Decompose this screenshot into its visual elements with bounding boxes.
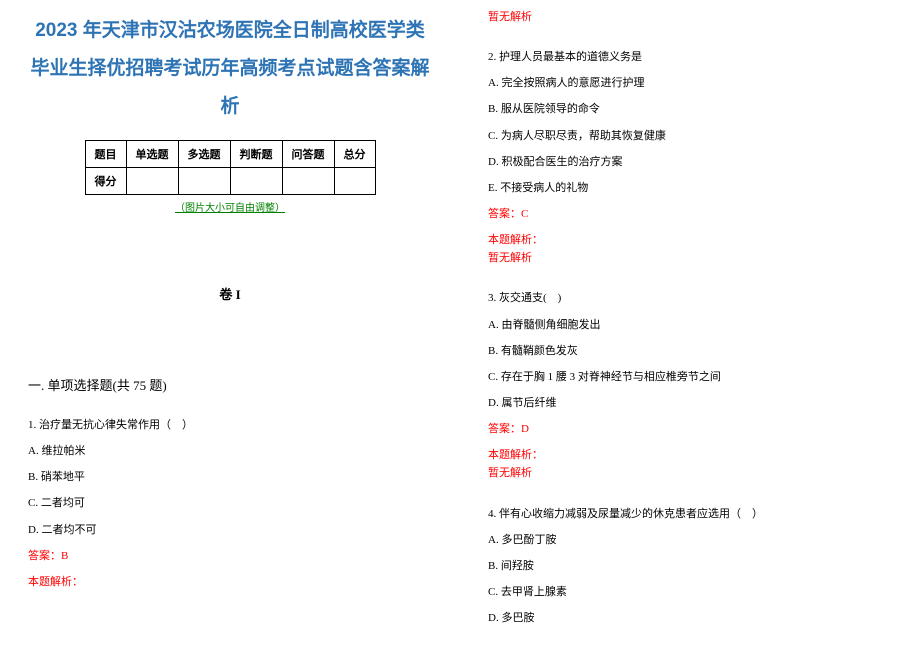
q1-explain-continued: 暂无解析 — [488, 8, 892, 26]
title-line-2: 毕业生择优招聘考试历年高频考点试题含答案解 — [30, 58, 429, 79]
q2-opt-a: A. 完全按照病人的意愿进行护理 — [488, 74, 892, 92]
left-column: 2023 年天津市汉沽农场医院全日制高校医学类 毕业生择优招聘考试历年高频考点试… — [0, 0, 460, 651]
q2-explain-none: 暂无解析 — [488, 249, 892, 267]
score-cell — [334, 168, 375, 195]
question-2: 2. 护理人员最基本的道德义务是 A. 完全按照病人的意愿进行护理 B. 服从医… — [488, 48, 892, 267]
doc-title: 2023 年天津市汉沽农场医院全日制高校医学类 毕业生择优招聘考试历年高频考点试… — [28, 12, 432, 126]
q3-explain-none: 暂无解析 — [488, 464, 892, 482]
th-4: 问答题 — [282, 141, 334, 168]
q2-explain-label: 本题解析： — [488, 231, 892, 249]
q2-opt-d: D. 积极配合医生的治疗方案 — [488, 153, 892, 171]
score-cell — [178, 168, 230, 195]
q3-explain-label: 本题解析： — [488, 446, 892, 464]
q3-opt-d: D. 属节后纤维 — [488, 394, 892, 412]
q2-opt-c: C. 为病人尽职尽责，帮助其恢复健康 — [488, 127, 892, 145]
q1-explain-label: 本题解析： — [28, 573, 432, 591]
volume-heading: 卷 I — [28, 284, 432, 303]
q2-answer: 答案：C — [488, 205, 892, 223]
question-3: 3. 灰交通支( ) A. 由脊髓侧角细胞发出 B. 有髓鞘颜色发灰 C. 存在… — [488, 289, 892, 482]
score-table: 题目 单选题 多选题 判断题 问答题 总分 得分 — [85, 140, 376, 195]
q1-opt-c: C. 二者均可 — [28, 494, 432, 512]
q3-opt-b: B. 有髓鞘颜色发灰 — [488, 342, 892, 360]
q4-stem: 4. 伴有心收缩力减弱及尿量减少的休克患者应选用（ ） — [488, 505, 892, 523]
title-line-3: 析 — [220, 96, 239, 117]
score-cell — [230, 168, 282, 195]
row-label: 得分 — [85, 168, 126, 195]
table-header-row: 题目 单选题 多选题 判断题 问答题 总分 — [85, 141, 375, 168]
q4-opt-d: D. 多巴胺 — [488, 609, 892, 627]
q1-answer: 答案：B — [28, 547, 432, 565]
q2-opt-e: E. 不接受病人的礼物 — [488, 179, 892, 197]
score-cell — [126, 168, 178, 195]
th-1: 单选题 — [126, 141, 178, 168]
q3-opt-a: A. 由脊髓侧角细胞发出 — [488, 316, 892, 334]
q1-opt-a: A. 维拉帕米 — [28, 442, 432, 460]
score-cell — [282, 168, 334, 195]
th-2: 多选题 — [178, 141, 230, 168]
th-3: 判断题 — [230, 141, 282, 168]
q4-opt-a: A. 多巴酚丁胺 — [488, 531, 892, 549]
th-0: 题目 — [85, 141, 126, 168]
question-1: 1. 治疗量无抗心律失常作用（ ） A. 维拉帕米 B. 硝苯地平 C. 二者均… — [28, 416, 432, 591]
q1-explain-none: 暂无解析 — [488, 8, 892, 26]
q3-answer: 答案：D — [488, 420, 892, 438]
q4-opt-c: C. 去甲肾上腺素 — [488, 583, 892, 601]
title-line-1: 2023 年天津市汉沽农场医院全日制高校医学类 — [35, 20, 425, 41]
q1-opt-b: B. 硝苯地平 — [28, 468, 432, 486]
q2-opt-b: B. 服从医院领导的命令 — [488, 100, 892, 118]
question-4: 4. 伴有心收缩力减弱及尿量减少的休克患者应选用（ ） A. 多巴酚丁胺 B. … — [488, 505, 892, 628]
q4-opt-b: B. 间羟胺 — [488, 557, 892, 575]
q2-stem: 2. 护理人员最基本的道德义务是 — [488, 48, 892, 66]
q1-opt-d: D. 二者均不可 — [28, 521, 432, 539]
q3-stem: 3. 灰交通支( ) — [488, 289, 892, 307]
q3-opt-c: C. 存在于胸 1 腰 3 对脊神经节与相应椎旁节之间 — [488, 368, 892, 386]
section-mc-heading: 一. 单项选择题(共 75 题) — [28, 375, 432, 394]
th-5: 总分 — [334, 141, 375, 168]
table-score-row: 得分 — [85, 168, 375, 195]
right-column: 暂无解析 2. 护理人员最基本的道德义务是 A. 完全按照病人的意愿进行护理 B… — [460, 0, 920, 651]
image-resize-note: （图片大小可自由调整） — [28, 199, 432, 214]
q1-stem: 1. 治疗量无抗心律失常作用（ ） — [28, 416, 432, 434]
